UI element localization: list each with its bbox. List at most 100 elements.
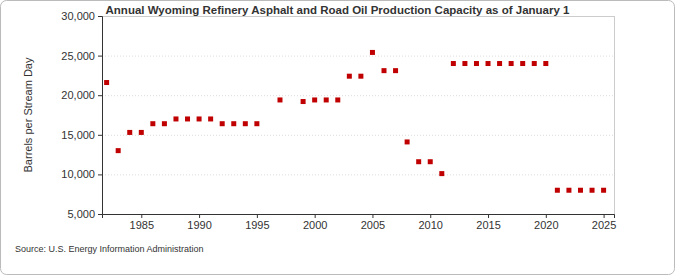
data-point [486, 61, 491, 66]
data-point [162, 121, 167, 126]
y-tick-label: 15,000 [61, 129, 95, 141]
x-tick-label: 1990 [187, 219, 211, 231]
data-point [254, 121, 259, 126]
source-note: Source: U.S. Energy Information Administ… [15, 244, 204, 254]
data-point [358, 74, 363, 79]
data-point [590, 188, 595, 193]
y-tick-mark [98, 135, 102, 136]
grid [102, 17, 614, 215]
grid-line [102, 95, 614, 96]
data-point [416, 159, 421, 164]
y-tick: 25,000 [61, 50, 102, 62]
y-axis-title: Barrels per Stream Day [22, 57, 34, 172]
grid-line [102, 56, 614, 57]
x-tick-mark [372, 214, 373, 218]
data-point [497, 61, 502, 66]
y-tick-mark [98, 16, 102, 17]
frame-border [1, 1, 675, 275]
x-tick-label: 2000 [303, 219, 327, 231]
data-point [532, 61, 537, 66]
y-axis-line [98, 17, 103, 215]
data-point [243, 121, 248, 126]
x-tick-label: 1995 [245, 219, 269, 231]
data-point [231, 121, 236, 126]
data-point [208, 116, 213, 121]
y-tick-mark [98, 95, 102, 96]
y-tick: 5,000 [67, 208, 102, 220]
data-point [393, 68, 398, 73]
y-tick-label: 5,000 [67, 208, 95, 220]
y-tick: 20,000 [61, 89, 102, 101]
x-tick: 2000 [303, 214, 327, 231]
x-tick: 1990 [187, 214, 211, 231]
data-point [543, 61, 548, 66]
y-tick-label: 20,000 [61, 89, 95, 101]
data-point [277, 97, 282, 102]
grid-line [102, 135, 614, 136]
y-tick-mark [98, 56, 102, 57]
data-point [566, 188, 571, 193]
data-point [197, 116, 202, 121]
x-tick-label: 2010 [418, 219, 442, 231]
data-point [509, 61, 514, 66]
data-point [601, 188, 606, 193]
data-point [173, 116, 178, 121]
x-tick-mark [546, 214, 547, 218]
y-tick: 30,000 [61, 10, 102, 22]
y-tick-mark [98, 214, 102, 215]
x-tick-mark [257, 214, 258, 218]
plot-frame [103, 17, 615, 215]
x-tick-label: 2025 [592, 219, 616, 231]
data-point [520, 61, 525, 66]
x-tick-label: 2005 [361, 219, 385, 231]
data-point [405, 139, 410, 144]
x-tick-label: 2020 [534, 219, 558, 231]
data-point [139, 130, 144, 135]
x-tick-mark [604, 214, 605, 218]
data-point [185, 116, 190, 121]
x-tick-label: 2015 [476, 219, 500, 231]
x-tick: 1985 [130, 214, 154, 231]
y-axis: 5,000 10,000 15,000 20,000 25,000 30,000 [61, 10, 102, 220]
chart-title: Annual Wyoming Refinery Asphalt and Road… [106, 4, 571, 16]
x-tick-mark [488, 214, 489, 218]
x-axis: 1985 1990 1995 2000 2005 2010 2015 2020 2025 [103, 214, 617, 231]
x-tick: 2005 [361, 214, 385, 231]
grid-line [102, 174, 614, 175]
x-tick-mark [199, 214, 200, 218]
x-tick: 2010 [418, 214, 442, 231]
x-tick: 2025 [592, 214, 616, 231]
data-point [428, 159, 433, 164]
y-tick-label: 25,000 [61, 50, 95, 62]
x-tick-mark [141, 214, 142, 218]
data-point [104, 80, 109, 85]
data-point [116, 148, 121, 153]
x-tick: 1995 [245, 214, 269, 231]
data-point [555, 188, 560, 193]
data-point [439, 171, 444, 176]
data-point [451, 61, 456, 66]
data-point [220, 121, 225, 126]
y-tick-mark [98, 174, 102, 175]
data-point [370, 50, 375, 55]
x-tick-mark [430, 214, 431, 218]
data-point [462, 61, 467, 66]
data-point [301, 99, 306, 104]
data-point [312, 97, 317, 102]
y-tick-label: 10,000 [61, 168, 95, 180]
data-point [127, 130, 132, 135]
y-tick-label: 30,000 [61, 10, 95, 22]
x-tick: 2020 [534, 214, 558, 231]
data-point [347, 74, 352, 79]
data-point [578, 188, 583, 193]
data-point [474, 61, 479, 66]
x-tick-label: 1985 [130, 219, 154, 231]
data-point [382, 68, 387, 73]
data-point [150, 121, 155, 126]
data-point [335, 97, 340, 102]
points [104, 50, 606, 193]
data-point [324, 97, 329, 102]
x-tick: 2015 [476, 214, 500, 231]
x-axis-line [103, 215, 615, 219]
y-tick: 15,000 [61, 129, 102, 141]
